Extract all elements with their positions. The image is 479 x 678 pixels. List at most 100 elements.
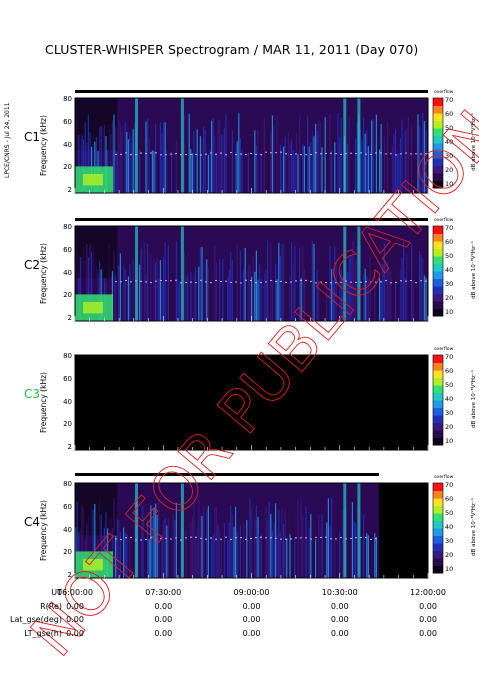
- colorbar-label: dB above 10⁻⁸V²Hz⁻¹: [470, 241, 477, 299]
- colorbar-tick-label: 70: [445, 481, 454, 489]
- colorbar-tick-label: 40: [445, 395, 454, 403]
- colorbar-swatch: [433, 271, 443, 279]
- colorbar-swatch: [433, 173, 443, 181]
- colorbar-tick-label: 10: [445, 565, 454, 573]
- colorbar-tick-label: 70: [445, 224, 454, 232]
- ephemeris-value: 10:30:00: [321, 588, 358, 597]
- colorbar-tick-label: 70: [445, 353, 454, 361]
- colorbar-tick-label: 40: [445, 266, 454, 274]
- colorbar-swatch: [433, 407, 443, 416]
- ephemeris-value: 0.00: [66, 615, 84, 624]
- colorbar-tick-label: 50: [445, 124, 454, 132]
- colorbar-swatch: [433, 558, 443, 566]
- ephemeris-value: 0.00: [66, 628, 84, 638]
- colorbar-swatch: [433, 513, 443, 521]
- colorbar-swatch: [433, 400, 443, 408]
- colorbar-swatch: [433, 293, 443, 302]
- colorbar-swatch: [433, 370, 443, 378]
- colorbar-swatch: [433, 158, 443, 166]
- ephemeris-value: 0.00: [154, 615, 173, 624]
- colorbar-swatch: [433, 135, 443, 144]
- y-tick-label: 20: [63, 291, 72, 300]
- colorbar-swatch: [433, 233, 443, 242]
- colorbar-tick-label: 60: [445, 495, 454, 503]
- y-tick-label: 2: [67, 443, 72, 451]
- y-tick-label: 60: [63, 374, 72, 383]
- y-tick-label: 60: [63, 502, 72, 511]
- colorbar-swatch: [433, 422, 443, 431]
- ephemeris-row-label: LT_gse(h): [24, 628, 62, 638]
- colorbar-label: dB above 10⁻⁸V²Hz⁻¹: [470, 498, 477, 556]
- colorbar-swatch: [433, 355, 443, 363]
- y-tick-label: 80: [63, 95, 72, 103]
- colorbar-swatch: [433, 528, 443, 536]
- ephemeris-value: 09:00:00: [233, 588, 270, 597]
- spectrogram-data: [75, 226, 429, 321]
- status-bar: [75, 218, 428, 221]
- ephemeris-value: 0.00: [330, 615, 349, 624]
- colorbar-swatch: [433, 150, 443, 159]
- colorbar-swatch: [433, 490, 443, 499]
- colorbar-swatch: [433, 105, 443, 114]
- spectrogram-data: [75, 98, 429, 193]
- satellite-label-c2: C2: [24, 257, 41, 272]
- y-tick-label: 2: [67, 571, 72, 579]
- y-tick-label: 80: [63, 352, 72, 360]
- y-tick-label: 40: [63, 525, 72, 534]
- colorbar-label: dB above 10⁻⁸V²Hz⁻¹: [470, 113, 477, 171]
- colorbar-swatch: [433, 505, 443, 514]
- colorbar-swatch: [433, 543, 443, 551]
- colorbar-swatch: [433, 256, 443, 264]
- status-bar: [75, 473, 379, 476]
- y-tick-label: 20: [63, 163, 72, 172]
- colorbar-tick-label: 40: [445, 523, 454, 531]
- ephemeris-value: 0.00: [154, 601, 173, 611]
- colorbar-swatch: [433, 377, 443, 386]
- y-tick-label: 40: [63, 397, 72, 406]
- colorbar-swatch: [433, 520, 443, 529]
- status-bar: [75, 90, 428, 93]
- ephemeris-value: 0.00: [66, 601, 84, 611]
- ephemeris-value: 0.00: [330, 628, 349, 638]
- colorbar-swatch: [433, 98, 443, 106]
- colorbar-swatch: [433, 550, 443, 559]
- ephemeris-row-label: R(Re): [40, 601, 62, 611]
- ephemeris-row-label: Lat_gse(deg): [10, 615, 62, 624]
- colorbar-swatch: [433, 362, 443, 371]
- colorbar-overflow-label: overflow: [434, 347, 454, 352]
- colorbar-swatch: [433, 535, 443, 544]
- colorbar: [432, 225, 444, 317]
- colorbar-swatch: [433, 263, 443, 272]
- colorbar-overflow-label: overflow: [434, 218, 454, 223]
- colorbar-swatch: [433, 301, 443, 309]
- y-axis-label: Frequency (kHz): [38, 371, 48, 433]
- colorbar-overflow-label: overflow: [434, 90, 454, 95]
- y-tick-label: 60: [63, 245, 72, 254]
- colorbar-swatch: [433, 143, 443, 151]
- colorbar-tick-label: 20: [445, 551, 454, 559]
- colorbar-tick-label: 30: [445, 280, 454, 288]
- colorbar-tick-label: 30: [445, 152, 454, 160]
- colorbar-swatch: [433, 226, 443, 234]
- ephemeris-value: 0.00: [242, 628, 261, 638]
- colorbar-swatch: [433, 241, 443, 249]
- colorbar-tick-label: 40: [445, 138, 454, 146]
- colorbar-swatch: [433, 120, 443, 129]
- panel-c1: [74, 90, 429, 194]
- colorbar-swatch: [433, 385, 443, 393]
- y-axis-label: Frequency (kHz): [38, 242, 48, 304]
- satellite-label-c1: C1: [24, 129, 41, 144]
- colorbar-swatch: [433, 308, 443, 317]
- colorbar-tick-label: 60: [445, 238, 454, 246]
- ephemeris-value: 0.00: [154, 628, 173, 638]
- y-tick-label: 40: [63, 268, 72, 277]
- colorbar-label: dB above 10⁻⁸V²Hz⁻¹: [470, 370, 477, 428]
- colorbar-swatch: [433, 128, 443, 136]
- y-tick-label: 2: [67, 314, 72, 322]
- ephemeris-value: 0.00: [419, 615, 437, 624]
- colorbar-tick-label: 60: [445, 367, 454, 375]
- y-axis-label: Frequency (kHz): [38, 499, 48, 561]
- ephemeris-value: 0.00: [242, 615, 261, 624]
- colorbar-tick-label: 20: [445, 294, 454, 302]
- colorbar-tick-label: 50: [445, 252, 454, 260]
